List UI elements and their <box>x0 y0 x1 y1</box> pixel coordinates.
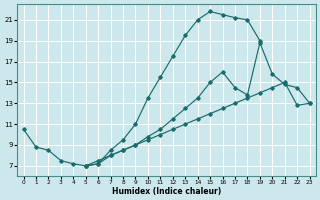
X-axis label: Humidex (Indice chaleur): Humidex (Indice chaleur) <box>112 187 221 196</box>
